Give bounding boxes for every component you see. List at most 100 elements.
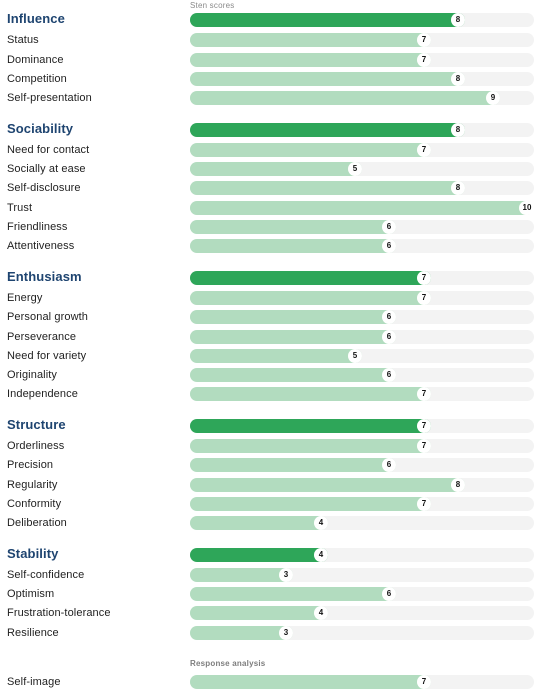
score-badge: 6 [382,368,396,383]
score-track: 7 [190,418,534,433]
scale-score-bar: 7 [190,290,431,305]
scale-score-bar: 3 [190,567,293,582]
category-score-bar: 4 [190,547,328,562]
scale-label: Self-presentation [7,92,92,105]
scale-score-bar: 3 [190,625,293,640]
scale-score-bar: 6 [190,368,396,383]
scale-score-bar: 7 [190,33,431,48]
score-badge: 4 [314,516,328,531]
score-track: 7 [190,496,534,511]
scale-label: Regularity [7,478,58,491]
scale-row-friendliness: Friendliness 6 [0,219,543,235]
score-track: 7 [190,33,534,48]
scale-score-bar: 6 [190,458,396,473]
scale-score-bar: 8 [190,71,465,86]
score-track: 7 [190,270,534,285]
scale-row-need-for-contact: Need for contact 7 [0,142,543,158]
scale-row-self-presentation: Self-presentation 9 [0,90,543,106]
category-row-stability: Stability 4 [0,545,543,563]
scale-row-precision: Precision 6 [0,457,543,473]
category-title: Influence [7,11,65,26]
scale-row-socially-at-ease: Socially at ease 5 [0,161,543,177]
score-track: 8 [190,13,534,27]
score-track: 7 [190,439,534,453]
score-badge: 3 [279,625,293,640]
scale-label: Status [7,34,39,47]
scale-label: Orderliness [7,440,65,452]
scale-row-self-confidence: Self-confidence 3 [0,567,543,583]
scale-score-bar: 6 [190,329,396,344]
category-title: Enthusiasm [7,268,82,284]
score-track: 6 [190,310,534,325]
scale-row-attentiveness: Attentiveness 6 [0,238,543,254]
scale-row-self-image: Self-image 7 [0,674,543,690]
score-track: 7 [190,387,534,402]
category-title: Stability [7,545,59,561]
scale-label: Resilience [7,626,59,639]
score-track: 4 [190,606,534,621]
score-track: 6 [190,220,534,234]
scale-row-regularity: Regularity 8 [0,477,543,493]
score-track: 7 [190,142,534,157]
score-badge: 3 [279,567,293,582]
scale-label: Self-confidence [7,568,85,581]
scale-score-bar: 5 [190,162,362,177]
scale-label: Friendliness [7,221,68,233]
score-badge: 7 [417,675,431,689]
scale-label: Energy [7,291,43,304]
scale-label: Independence [7,388,78,401]
scale-score-bar: 7 [190,496,431,511]
score-track: 5 [190,162,534,177]
scale-score-bar: 4 [190,606,328,621]
score-track: 4 [190,516,534,531]
score-badge: 8 [451,181,465,196]
scale-label: Need for contact [7,143,90,156]
scale-score-bar: 7 [190,52,431,67]
score-badge: 7 [417,142,431,157]
score-badge: 7 [417,387,431,402]
scale-label: Self-image [7,676,61,688]
score-track: 8 [190,122,534,137]
scale-label: Trust [7,201,33,214]
scale-score-bar: 5 [190,348,362,363]
scale-row-optimism: Optimism 6 [0,586,543,602]
scale-label: Deliberation [7,517,67,530]
score-track: 5 [190,348,534,363]
score-track: 8 [190,71,534,86]
score-track: 4 [190,547,534,562]
scale-label: Competition [7,72,67,85]
scale-row-originality: Originality 6 [0,367,543,383]
scale-row-resilience: Resilience 3 [0,625,543,641]
scale-score-bar: 4 [190,516,328,531]
scale-row-personal-growth: Personal growth 6 [0,309,543,325]
score-badge: 7 [417,418,431,433]
category-row-structure: Structure 7 [0,416,543,434]
scale-row-orderliness: Orderliness 7 [0,438,543,454]
score-badge: 7 [417,496,431,511]
scale-row-trust: Trust 10 [0,200,543,216]
score-badge: 6 [382,587,396,602]
scale-score-bar: 6 [190,310,396,325]
category-title: Structure [7,416,66,432]
scale-label: Conformity [7,497,62,510]
score-badge: 8 [451,13,465,27]
score-badge: 6 [382,239,396,254]
scale-label: Need for variety [7,349,87,362]
sten-scores-caption: Sten scores [190,1,235,10]
score-badge: 4 [314,547,328,562]
category-row-sociability: Sociability 8 [0,121,543,138]
score-track: 7 [190,675,534,689]
scale-row-independence: Independence 7 [0,386,543,402]
score-track: 6 [190,368,534,383]
scale-row-competition: Competition 8 [0,71,543,87]
score-track: 7 [190,290,534,305]
scale-label: Optimism [7,588,55,601]
scale-score-bar: 7 [190,439,431,453]
scale-score-bar: 6 [190,587,396,602]
scale-score-bar: 6 [190,220,396,234]
score-track: 6 [190,329,534,344]
scale-score-bar: 10 [190,200,535,215]
scale-score-bar: 7 [190,387,431,402]
score-badge: 7 [417,33,431,48]
score-badge: 7 [417,52,431,67]
